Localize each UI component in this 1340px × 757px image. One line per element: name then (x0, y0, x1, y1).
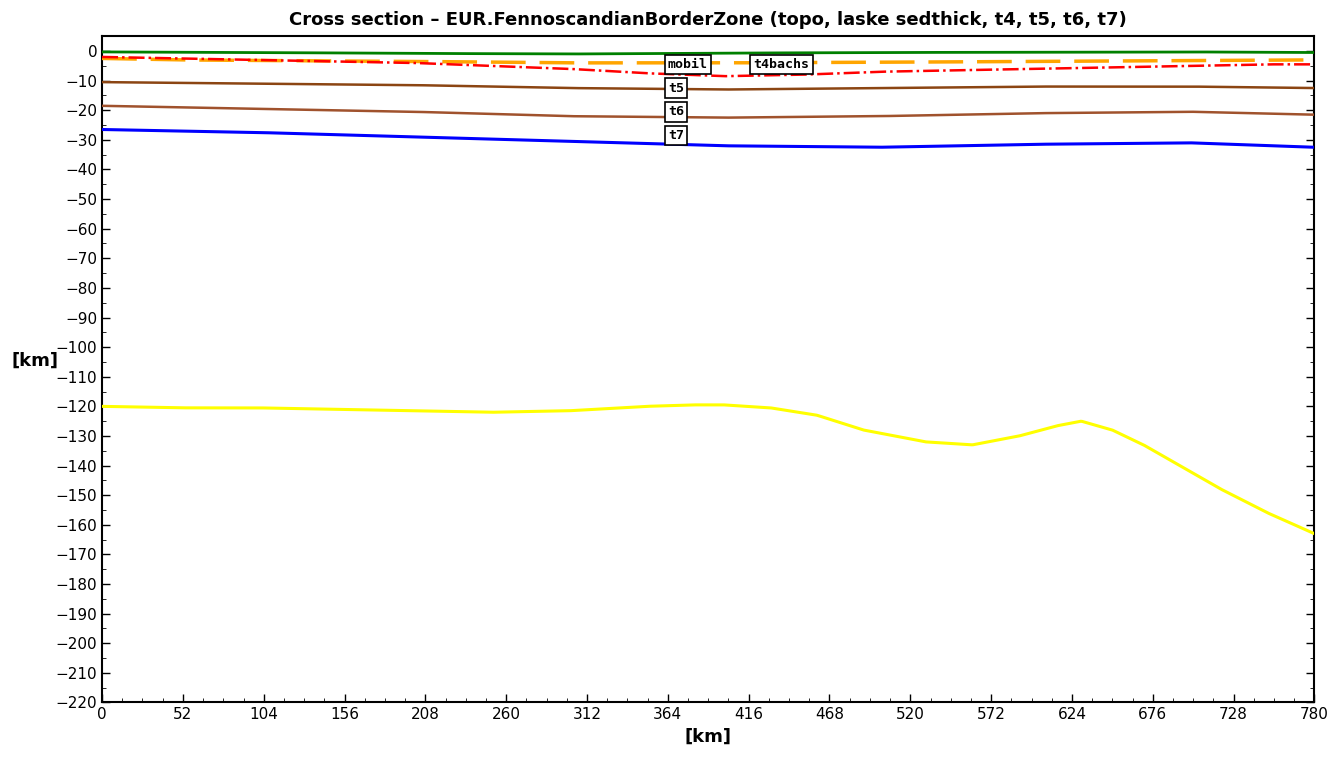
Text: mobil: mobil (667, 58, 708, 71)
Text: t6: t6 (667, 105, 683, 118)
Y-axis label: [km]: [km] (11, 351, 58, 369)
X-axis label: [km]: [km] (685, 728, 732, 746)
Title: Cross section – EUR.FennoscandianBorderZone (topo, laske sedthick, t4, t5, t6, t: Cross section – EUR.FennoscandianBorderZ… (289, 11, 1127, 29)
Text: t4bachs: t4bachs (753, 58, 809, 71)
Text: t5: t5 (667, 82, 683, 95)
Text: t7: t7 (667, 129, 683, 142)
